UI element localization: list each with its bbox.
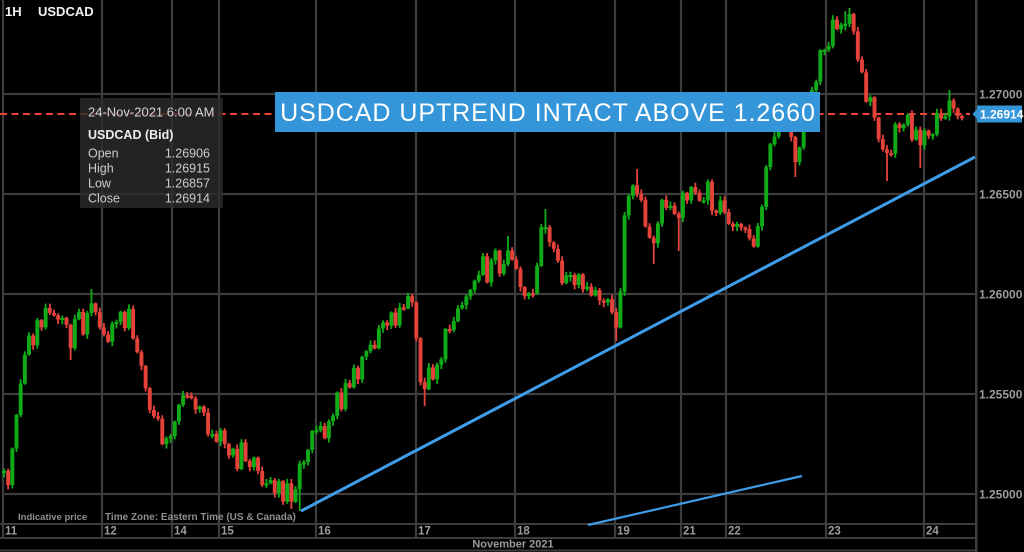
svg-text:24: 24 [926, 526, 939, 538]
svg-text:23: 23 [828, 526, 841, 538]
svg-text:1.25500: 1.25500 [979, 387, 1023, 401]
svg-text:Close: Close [88, 192, 120, 206]
svg-text:16: 16 [318, 526, 331, 538]
svg-text:1.26906: 1.26906 [165, 147, 210, 161]
svg-text:USDCAD: USDCAD [38, 4, 94, 19]
svg-text:19: 19 [617, 526, 630, 538]
svg-text:12: 12 [104, 526, 117, 538]
svg-text:1.25000: 1.25000 [979, 487, 1023, 501]
svg-text:22: 22 [728, 526, 741, 538]
svg-text:Open: Open [88, 147, 119, 161]
svg-text:15: 15 [221, 526, 234, 538]
svg-text:24-Nov-2021 6:00 AM: 24-Nov-2021 6:00 AM [88, 105, 214, 120]
svg-text:1.26857: 1.26857 [165, 177, 210, 191]
svg-text:14: 14 [174, 526, 187, 538]
svg-text:18: 18 [517, 526, 530, 538]
svg-text:1.26500: 1.26500 [979, 187, 1023, 201]
svg-text:21: 21 [683, 526, 696, 538]
svg-text:1.27000: 1.27000 [979, 87, 1023, 101]
svg-text:Indicative price: Indicative price [18, 512, 87, 523]
svg-text:11: 11 [5, 526, 18, 538]
svg-text:USDCAD (Bid): USDCAD (Bid) [88, 128, 173, 142]
svg-text:Low: Low [88, 177, 112, 191]
svg-text:1.26914: 1.26914 [980, 108, 1024, 122]
svg-text:1.26914: 1.26914 [165, 192, 210, 206]
svg-text:1.26000: 1.26000 [979, 287, 1023, 301]
svg-text:High: High [88, 162, 114, 176]
svg-text:17: 17 [418, 526, 431, 538]
svg-text:1.26915: 1.26915 [165, 162, 210, 176]
svg-text:1H: 1H [5, 4, 22, 19]
svg-text:November 2021: November 2021 [472, 539, 553, 551]
svg-text:USDCAD UPTREND INTACT ABOVE 1.: USDCAD UPTREND INTACT ABOVE 1.2660 [280, 99, 816, 127]
svg-text:Time Zone: Eastern Time (US &: Time Zone: Eastern Time (US & Canada) [105, 512, 296, 523]
